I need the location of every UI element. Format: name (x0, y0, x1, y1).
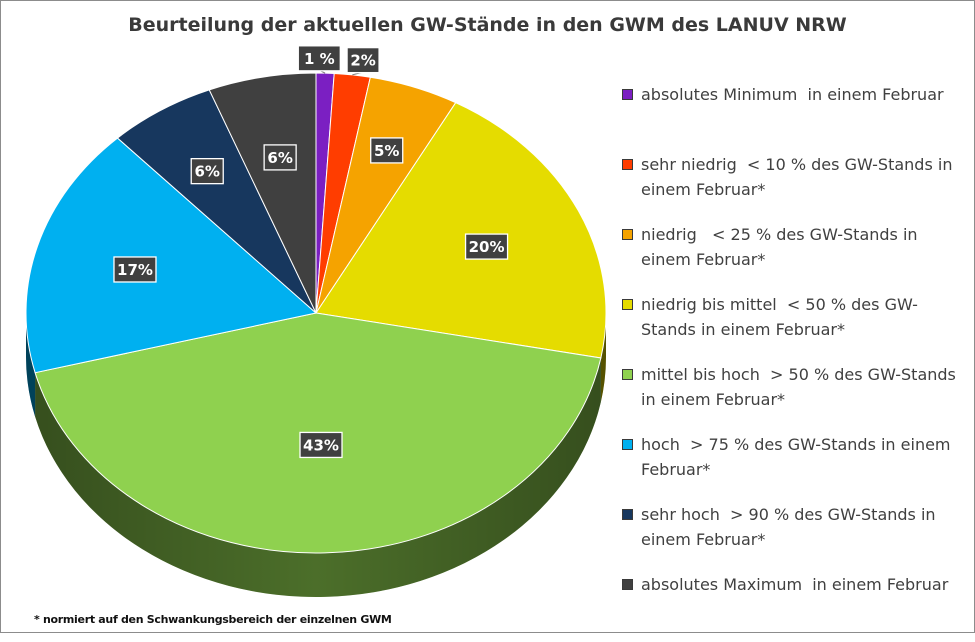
data-label: 6% (263, 144, 297, 171)
data-label: 2% (346, 46, 380, 74)
legend-label: niedrig bis mittel < 50 % des GW-Stands … (641, 295, 918, 339)
legend-label: hoch > 75 % des GW-Stands in einem Febru… (641, 435, 956, 479)
footnote: * normiert auf den Schwankungsbereich de… (34, 613, 392, 626)
legend-swatch (622, 89, 633, 100)
legend-item: sehr niedrig < 10 % des GW-Stands in ein… (622, 152, 967, 222)
legend-label: mittel bis hoch > 50 % des GW-Stands in … (641, 365, 961, 409)
data-label-text: 1 % (304, 50, 335, 68)
data-label-text: 2% (350, 52, 375, 70)
legend-swatch (622, 229, 633, 240)
legend-item: hoch > 75 % des GW-Stands in einem Febru… (622, 432, 967, 502)
data-label-box (299, 431, 343, 459)
chart-title: Beurteilung der aktuellen GW-Stände in d… (128, 14, 847, 36)
data-label: 43% (299, 431, 343, 459)
data-label-text: 43% (303, 436, 339, 454)
data-label-text: 6% (194, 163, 219, 181)
legend-item: sehr hoch > 90 % des GW-Stands in einem … (622, 502, 967, 572)
data-label-box (346, 46, 380, 74)
pie-depth-shade (26, 313, 606, 597)
data-label: 6% (190, 158, 224, 185)
legend-item: absolutes Maximum in einem Februar (622, 572, 967, 642)
pie-slices (25, 72, 607, 554)
data-label-text: 6% (267, 149, 292, 167)
pie-depth (26, 313, 606, 597)
data-label-text: 17% (117, 261, 153, 279)
legend: absolutes Minimum in einem Februar sehr n… (622, 82, 967, 642)
legend-label: sehr niedrig < 10 % des GW-Stands in ein… (641, 155, 958, 199)
pie-slice (315, 102, 607, 359)
data-label: 1 % (297, 45, 341, 72)
legend-item: absolutes Minimum in einem Februar (622, 82, 967, 152)
legend-swatch (622, 159, 633, 170)
legend-label: absolutes Maximum in einem Februar (641, 575, 949, 594)
data-label-box (263, 144, 297, 171)
data-label-box (113, 256, 157, 283)
legend-label: sehr hoch > 90 % des GW-Stands in einem … (641, 505, 941, 549)
pie-slice (25, 137, 318, 374)
legend-item: niedrig bis mittel < 50 % des GW-Stands … (622, 292, 967, 362)
pie-slice (208, 72, 317, 314)
legend-label: absolutes Minimum in einem Februar (641, 85, 944, 104)
data-label-text: 20% (469, 238, 505, 256)
legend-swatch (622, 509, 633, 520)
legend-label: niedrig < 25 % des GW-Stands in einem Fe… (641, 225, 923, 269)
data-label: 17% (113, 256, 157, 283)
data-label: 5% (370, 137, 404, 164)
data-label-box (190, 158, 224, 185)
data-label-box (370, 137, 404, 164)
data-label-box (297, 45, 341, 72)
data-label-text: 5% (374, 142, 399, 160)
legend-item: mittel bis hoch > 50 % des GW-Stands in … (622, 362, 967, 432)
legend-swatch (622, 439, 633, 450)
data-label-box (464, 233, 509, 260)
legend-swatch (622, 579, 633, 590)
data-labels: 1 % 2% 5% 20% 43% 17% 6% 6% (113, 45, 509, 459)
data-label: 20% (464, 233, 509, 260)
legend-item: niedrig < 25 % des GW-Stands in einem Fe… (622, 222, 967, 292)
legend-swatch (622, 369, 633, 380)
legend-swatch (622, 299, 633, 310)
